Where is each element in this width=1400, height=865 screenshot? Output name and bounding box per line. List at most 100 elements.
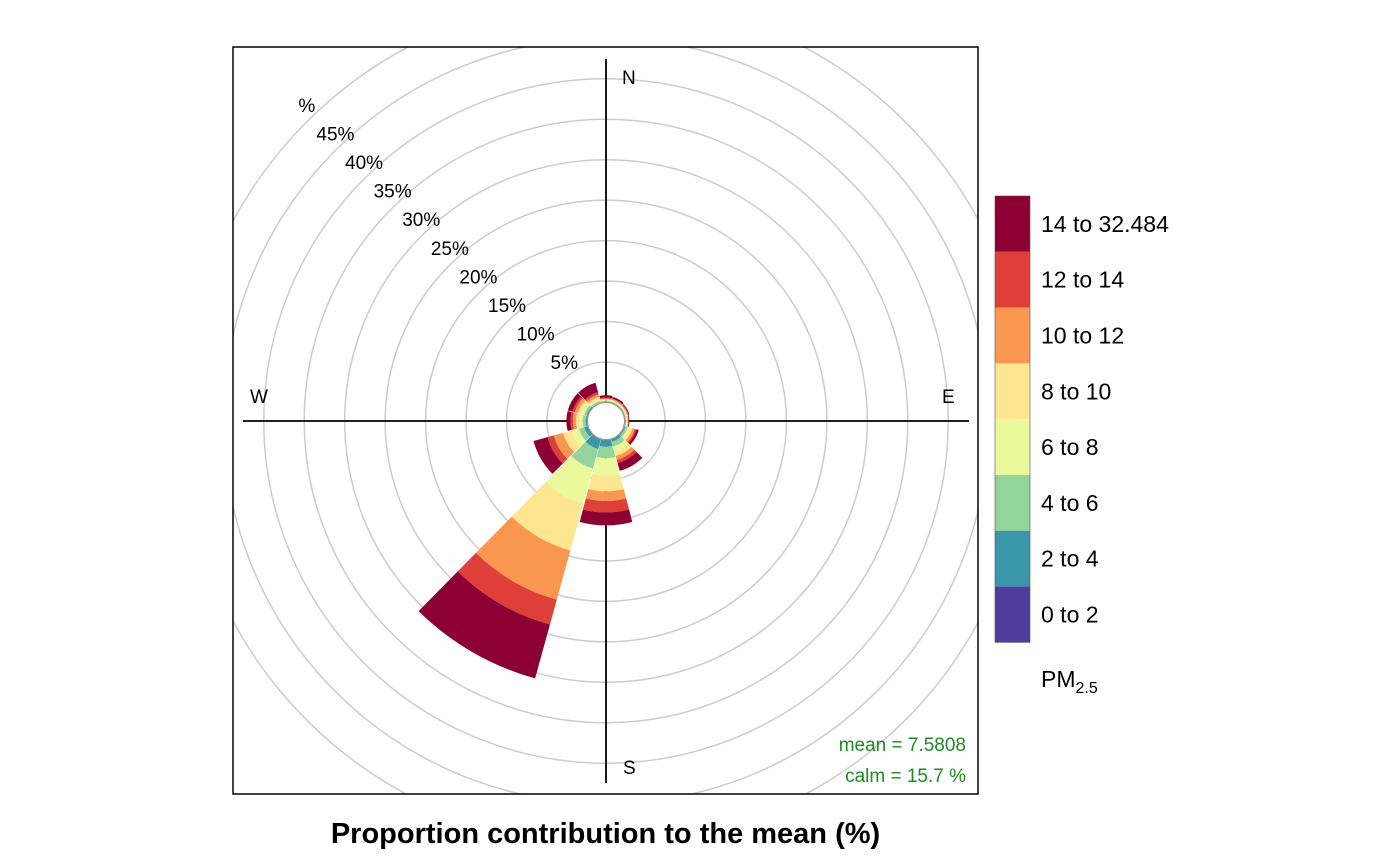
compass-west: W (250, 387, 268, 408)
wedge-210-7 (418, 571, 550, 679)
wedge-30-5 (611, 399, 622, 406)
ring-label: 30% (402, 210, 440, 231)
legend-label: 0 to 2 (1041, 602, 1099, 628)
compass-north: N (622, 68, 636, 89)
wedge-90-7 (627, 415, 630, 427)
ring-label: 20% (459, 267, 497, 288)
ring-label: 15% (488, 296, 526, 317)
compass-south: S (623, 758, 636, 779)
wedge-150-7 (617, 452, 643, 471)
wedge-300-5 (574, 398, 586, 414)
wedge-120-2 (620, 426, 628, 437)
wedge-270-4 (576, 413, 581, 429)
wedge-150-6 (616, 449, 637, 464)
wedge-180-1 (599, 439, 613, 447)
ring-label: 5% (551, 353, 579, 374)
wedge-330-2 (591, 400, 601, 408)
wedge-120-4 (623, 427, 633, 441)
wedge-180-6 (582, 498, 630, 513)
wedge-150-5 (615, 446, 635, 460)
wedge-180-3 (592, 457, 620, 477)
wedge-0-5 (600, 398, 612, 400)
ring-label: 40% (345, 153, 383, 174)
wedge-210-1 (585, 434, 601, 450)
wedge-30-6 (612, 398, 623, 405)
calm-circle (586, 401, 626, 441)
ring-label: 10% (517, 325, 555, 346)
wedge-0-7 (599, 395, 613, 399)
legend-label: 8 to 10 (1041, 378, 1111, 404)
wedge-300-4 (577, 400, 588, 415)
wedge-150-4 (614, 444, 632, 457)
wedge-240-1 (584, 425, 593, 437)
wedge-90-3 (625, 415, 628, 427)
wedge-240-4 (563, 430, 581, 453)
legend: 14 to 32.484 12 to 14 10 to 12 8 to 10 6 to … (994, 195, 1169, 643)
legend-swatch (995, 251, 1030, 308)
wedge-180-4 (588, 474, 624, 492)
wedge-270-7 (566, 411, 572, 431)
wedge-30-7 (612, 396, 624, 405)
wedge-0-2 (600, 400, 612, 403)
legend-swatch (995, 307, 1030, 364)
wedge-300-3 (581, 402, 590, 415)
wedge-210-5 (475, 516, 571, 600)
wedge-330-4 (588, 396, 600, 405)
wedge-240-6 (547, 435, 568, 464)
legend-label: 6 to 8 (1041, 434, 1099, 460)
wedge-0-4 (600, 399, 612, 401)
wedge-240-2 (578, 427, 590, 441)
wedge-150-1 (610, 434, 622, 443)
wedge-60-6 (622, 404, 629, 415)
wedge-60-2 (619, 406, 626, 416)
legend-label: 10 to 12 (1041, 323, 1124, 349)
wedge-150-2 (611, 436, 625, 447)
wedge-30-3 (611, 400, 621, 407)
wedge-240-3 (571, 428, 586, 446)
x-axis-label: Proportion contribution to the mean (%) (330, 818, 881, 850)
ring-label: 45% (316, 124, 354, 145)
legend-title: PM2.5 (1041, 666, 1098, 697)
wedge-60-4 (620, 405, 628, 416)
legend-swatch (995, 196, 1030, 252)
ring-label: 25% (431, 239, 469, 260)
wedge-30-4 (611, 399, 622, 407)
wedge-120-6 (627, 428, 637, 444)
legend-border (994, 195, 1031, 643)
wedge-60-5 (621, 405, 628, 416)
wedge-240-5 (553, 432, 575, 460)
wedge-240-7 (533, 437, 563, 474)
wedge-300-2 (584, 405, 592, 416)
wedge-180-7 (579, 509, 633, 526)
panel-border (232, 46, 979, 795)
wedge-120-3 (622, 427, 631, 439)
ring-label: 35% (374, 182, 412, 203)
legend-swatch (995, 530, 1030, 587)
wedge-270-6 (570, 412, 574, 430)
wedge-270-3 (579, 414, 584, 428)
wedge-210-6 (457, 552, 557, 625)
legend-label: 14 to 32.484 (1041, 211, 1169, 237)
legend-label: 2 to 4 (1041, 546, 1099, 572)
wedge-330-6 (584, 392, 599, 402)
wedge-90-4 (626, 415, 628, 427)
wedge-300-6 (572, 396, 583, 413)
legend-swatch (995, 586, 1030, 643)
wedge-0-3 (600, 399, 612, 402)
legend-swatch (995, 419, 1030, 475)
compass-east: E (942, 387, 955, 408)
wedge-30-2 (611, 401, 621, 408)
wedge-180-2 (596, 446, 616, 459)
wedge-210-3 (545, 456, 593, 504)
wedge-270-5 (572, 412, 578, 430)
mean-stat: mean = 7.5808 (839, 735, 966, 756)
ring-labels: 5% 10% 15% 20% 25% 30% 35% 40% 45%% (298, 96, 578, 374)
legend-label: 12 to 14 (1041, 267, 1124, 293)
wedge-120-5 (625, 428, 635, 443)
ring-label: % (298, 96, 315, 117)
wedge-330-7 (578, 382, 599, 400)
legend-swatch (995, 475, 1030, 531)
wedge-270-2 (582, 415, 587, 427)
wedge-0-6 (600, 397, 612, 400)
wedge-60-7 (622, 403, 630, 415)
